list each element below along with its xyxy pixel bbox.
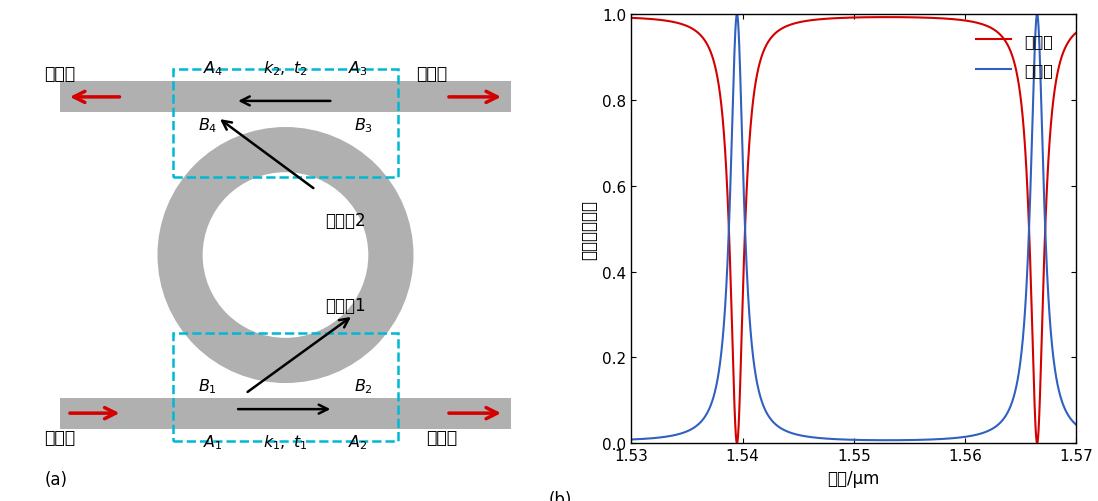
直通端 [625,16,638,22]
下载端 [625,436,638,442]
Text: 输入端: 输入端 [45,428,76,446]
下载端 [651,435,664,441]
Bar [59,82,512,113]
Bar [59,398,512,429]
Text: 下载端: 下载端 [45,65,76,83]
Bar [172,70,399,178]
Text: $A_3$: $A_3$ [348,60,368,78]
直通端 [1069,31,1083,37]
下载端 [881,437,894,443]
Circle shape [203,173,368,338]
Y-axis label: 归一化传输谱: 归一化传输谱 [580,199,598,259]
直通端 [712,82,725,88]
直通端 [643,17,657,23]
下载端 [712,371,725,377]
Text: 耦合区2: 耦合区2 [325,211,366,229]
Legend: 直通端, 下载端: 直通端, 下载端 [970,27,1060,84]
Text: $k_1,\ t_1$: $k_1,\ t_1$ [264,433,307,451]
下载端 [627,436,640,442]
下载端 [643,435,657,441]
Text: $B_4$: $B_4$ [198,116,217,134]
Text: 上传端: 上传端 [416,65,447,83]
直通端 [651,18,664,24]
Text: $A_4$: $A_4$ [202,60,223,78]
下载端 [1046,348,1060,354]
Text: $k_2,\ t_2$: $k_2,\ t_2$ [264,60,307,78]
Text: (b): (b) [549,490,572,501]
Text: $B_2$: $B_2$ [354,377,372,395]
Line: 下载端: 下载端 [631,15,1076,440]
Text: (a): (a) [45,470,67,488]
直通端 [627,16,640,22]
Bar [172,333,399,441]
Circle shape [157,128,414,383]
X-axis label: 波长/μm: 波长/μm [828,469,879,486]
Text: $B_1$: $B_1$ [199,377,217,395]
Line: 直通端: 直通端 [631,18,1076,443]
Text: $B_3$: $B_3$ [354,116,373,134]
下载端 [1069,422,1083,428]
下载端 [842,437,855,443]
直通端 [881,15,894,21]
直通端 [1046,105,1060,111]
Text: $A_2$: $A_2$ [348,433,368,451]
Text: 直通端: 直通端 [426,428,457,446]
Text: 耦合区1: 耦合区1 [325,297,366,315]
Text: $A_1$: $A_1$ [203,433,223,451]
直通端 [1031,440,1044,446]
下载端 [1031,12,1044,18]
直通端 [842,16,855,22]
